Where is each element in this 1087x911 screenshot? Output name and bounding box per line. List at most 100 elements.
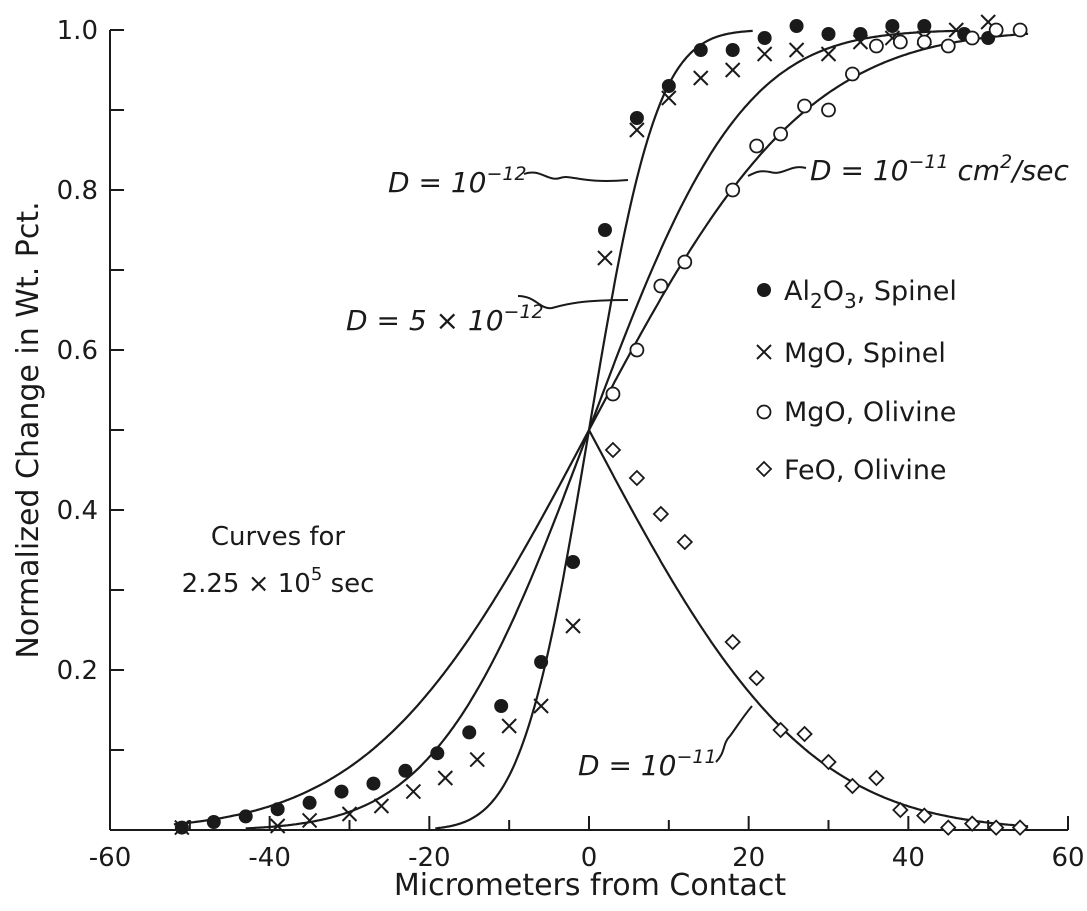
curve-2: [173, 32, 1029, 826]
point-x: [597, 250, 613, 266]
point-x: [661, 90, 677, 106]
point-x: [269, 818, 286, 834]
x-stroke: [341, 806, 358, 822]
x-tick-label: 0: [581, 843, 598, 873]
legend-label-feo-olivine: FeO, Olivine: [784, 455, 947, 486]
x-stroke: [501, 718, 517, 734]
point-open-circle: [773, 126, 788, 142]
point-filled-circle: [238, 809, 253, 824]
point-filled-circle: [366, 776, 381, 791]
x-tick-label: -60: [89, 843, 131, 873]
point-open-circle: [916, 34, 932, 50]
point-filled-circle: [494, 699, 509, 713]
annotation-arrow-d-5e-12: [517, 295, 629, 310]
point-diamond: [1011, 819, 1029, 836]
point-open-circle: [1012, 22, 1028, 38]
point-open-circle: [677, 254, 693, 270]
point-open-circle: [869, 38, 884, 54]
y-tick-label: 1.0: [57, 16, 98, 46]
point-filled-circle: [757, 31, 772, 45]
point-diamond: [652, 505, 670, 523]
annotation-d-1e-11-low: D = 10−11: [578, 746, 717, 782]
point-x: [437, 770, 454, 786]
point-open-circle: [892, 34, 908, 50]
x-stroke: [373, 798, 390, 814]
point-diamond: [939, 819, 957, 836]
tick-labels: 0.2 0.4 0.6 0.8 1.0 -60 -40 -20 0 20 40 60: [57, 16, 1085, 873]
x-stroke: [629, 122, 645, 138]
x-stroke: [405, 783, 422, 800]
point-filled-circle: [917, 19, 932, 33]
point-filled-circle: [534, 655, 549, 669]
point-diamond: [892, 801, 909, 819]
x-stroke: [174, 819, 190, 836]
point-x: [341, 806, 358, 822]
fitted-curves: [173, 29, 1029, 830]
point-diamond: [868, 769, 885, 787]
point-diamond: [796, 725, 813, 743]
x-stroke: [437, 770, 454, 786]
curve-1: [245, 29, 959, 830]
point-filled-circle: [661, 79, 676, 93]
legend-marker-mgo-spinel: [756, 344, 772, 360]
point-x: [533, 698, 549, 714]
point-x: [693, 70, 709, 86]
point-x: [948, 22, 964, 38]
point-diamond: [604, 441, 622, 459]
point-filled-circle: [853, 27, 868, 41]
y-tick-label: 0.6: [57, 336, 98, 366]
point-filled-circle: [789, 19, 804, 33]
annotations: D = 10−12 D = 5 × 10−12 D = 10−11 cm2/se…: [182, 151, 1070, 782]
point-diamond: [844, 777, 861, 795]
point-filled-circle: [597, 223, 612, 237]
point-x: [373, 798, 390, 814]
point-filled-circle: [566, 555, 581, 569]
point-open-circle: [940, 38, 956, 54]
point-open-circle: [964, 30, 980, 46]
annotation-d-5e-12: D = 5 × 10−12: [346, 301, 544, 337]
point-open-circle: [653, 278, 669, 294]
point-x: [820, 46, 837, 62]
point-filled-circle: [206, 815, 221, 829]
point-x: [724, 62, 741, 78]
point-open-circle: [749, 138, 765, 154]
legend-label-al2o3-spinel: Al2O3, Spinel: [784, 276, 957, 313]
x-stroke: [724, 62, 741, 78]
point-diamond: [676, 533, 694, 551]
point-x: [565, 618, 581, 634]
y-axis-title: Normalized Change in Wt. Pct.: [11, 201, 46, 658]
point-open-circle: [821, 102, 836, 118]
point-x: [852, 34, 869, 50]
point-filled-circle: [885, 19, 900, 33]
x-stroke: [469, 751, 485, 768]
point-filled-circle: [462, 725, 477, 740]
x-tick-label: 20: [732, 843, 765, 873]
point-diamond: [987, 819, 1005, 836]
point-filled-circle: [334, 784, 349, 799]
x-stroke: [756, 46, 773, 62]
point-x: [756, 46, 773, 62]
x-tick-label: 60: [1051, 843, 1084, 873]
annotation-arrow-d-1e-12: [523, 171, 629, 182]
point-diamond: [963, 815, 981, 832]
point-open-circle: [845, 66, 860, 82]
y-tick-label: 0.2: [57, 656, 98, 686]
point-diamond: [748, 669, 765, 687]
point-filled-circle: [270, 802, 285, 817]
point-filled-circle: [302, 795, 317, 810]
annotation-arrow-d-1e-11-low: [715, 705, 753, 763]
curves-note-line2: 2.25 × 105 sec: [182, 564, 375, 599]
y-tick-label: 0.8: [57, 176, 98, 206]
x-stroke: [597, 250, 613, 266]
point-diamond: [772, 721, 789, 739]
x-stroke: [565, 618, 581, 634]
point-filled-circle: [430, 746, 445, 761]
point-diamond: [916, 807, 933, 824]
point-x: [174, 819, 190, 836]
point-filled-circle: [693, 43, 708, 57]
point-filled-circle: [725, 43, 740, 57]
point-open-circle: [605, 386, 621, 402]
x-tick-label: -40: [248, 843, 290, 873]
point-x: [629, 122, 645, 138]
